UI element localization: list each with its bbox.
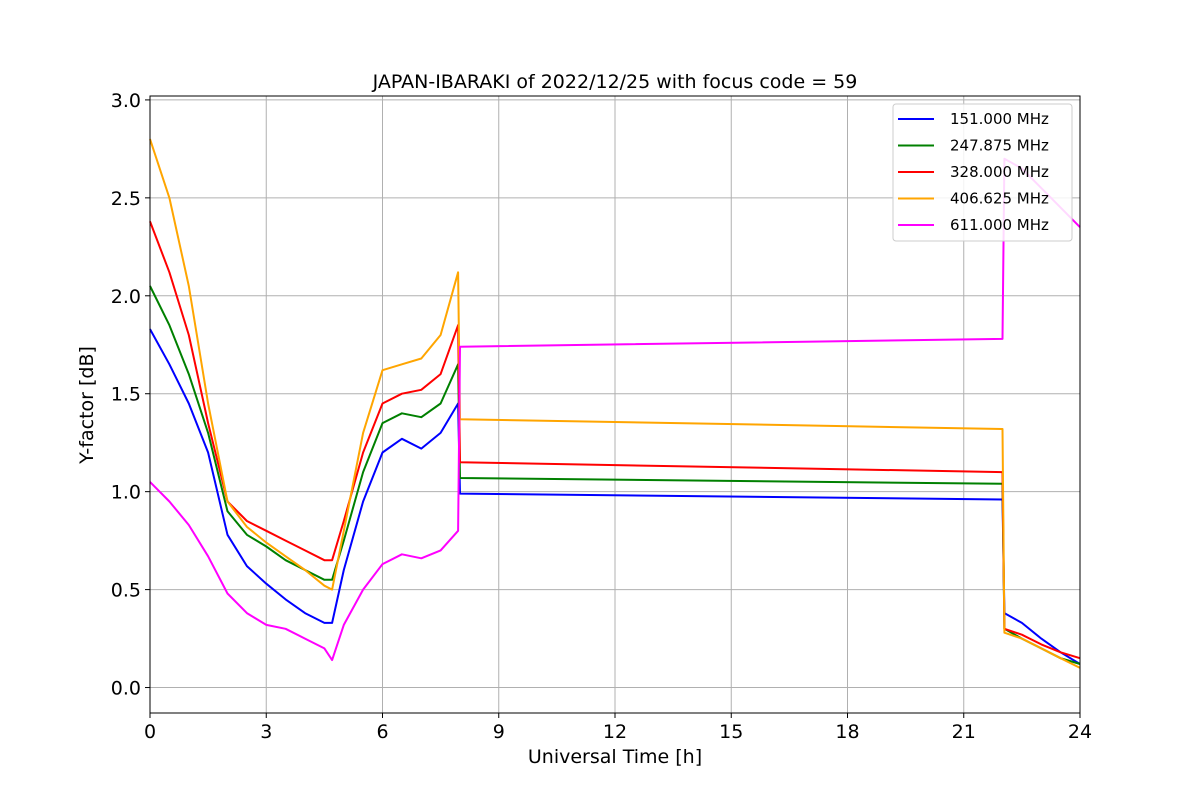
x-tick-label: 9 <box>493 721 505 743</box>
x-axis: 0 3 6 9 12 15 18 21 24 <box>144 713 1092 743</box>
y-tick-label: 2.0 <box>111 286 141 308</box>
x-tick-label: 18 <box>835 721 859 743</box>
legend-entry: 247.875 MHz <box>950 137 1049 155</box>
x-tick-label: 6 <box>376 721 388 743</box>
y-tick-label: 2.5 <box>111 188 141 210</box>
legend-entry: 151.000 MHz <box>950 110 1049 128</box>
x-tick-label: 15 <box>719 721 743 743</box>
y-tick-label: 1.0 <box>111 482 141 504</box>
x-tick-label: 24 <box>1068 721 1092 743</box>
legend-box <box>892 103 1073 242</box>
x-axis-label: Universal Time [h] <box>528 746 702 768</box>
y-axis: 0.0 0.5 1.0 1.5 2.0 2.5 3.0 <box>111 90 150 700</box>
chart-title: JAPAN-IBARAKI of 2022/12/25 with focus c… <box>372 71 858 93</box>
y-tick-label: 0.0 <box>111 678 141 700</box>
y-tick-label: 3.0 <box>111 90 141 112</box>
y-tick-label: 1.5 <box>111 384 141 406</box>
legend-entry: 611.000 MHz <box>950 216 1049 234</box>
x-tick-label: 3 <box>260 721 272 743</box>
x-tick-label: 0 <box>144 721 156 743</box>
legend-entry: 406.625 MHz <box>950 190 1049 208</box>
x-tick-label: 12 <box>603 721 627 743</box>
legend-entry: 328.000 MHz <box>950 163 1049 181</box>
y-axis-label: Y-factor [dB] <box>76 346 98 465</box>
series-line-3 <box>149 138 1081 669</box>
x-tick-label: 21 <box>952 721 976 743</box>
legend: 151.000 MHz 247.875 MHz 328.000 MHz 406.625… <box>892 103 1073 242</box>
y-tick-label: 0.5 <box>111 580 141 602</box>
